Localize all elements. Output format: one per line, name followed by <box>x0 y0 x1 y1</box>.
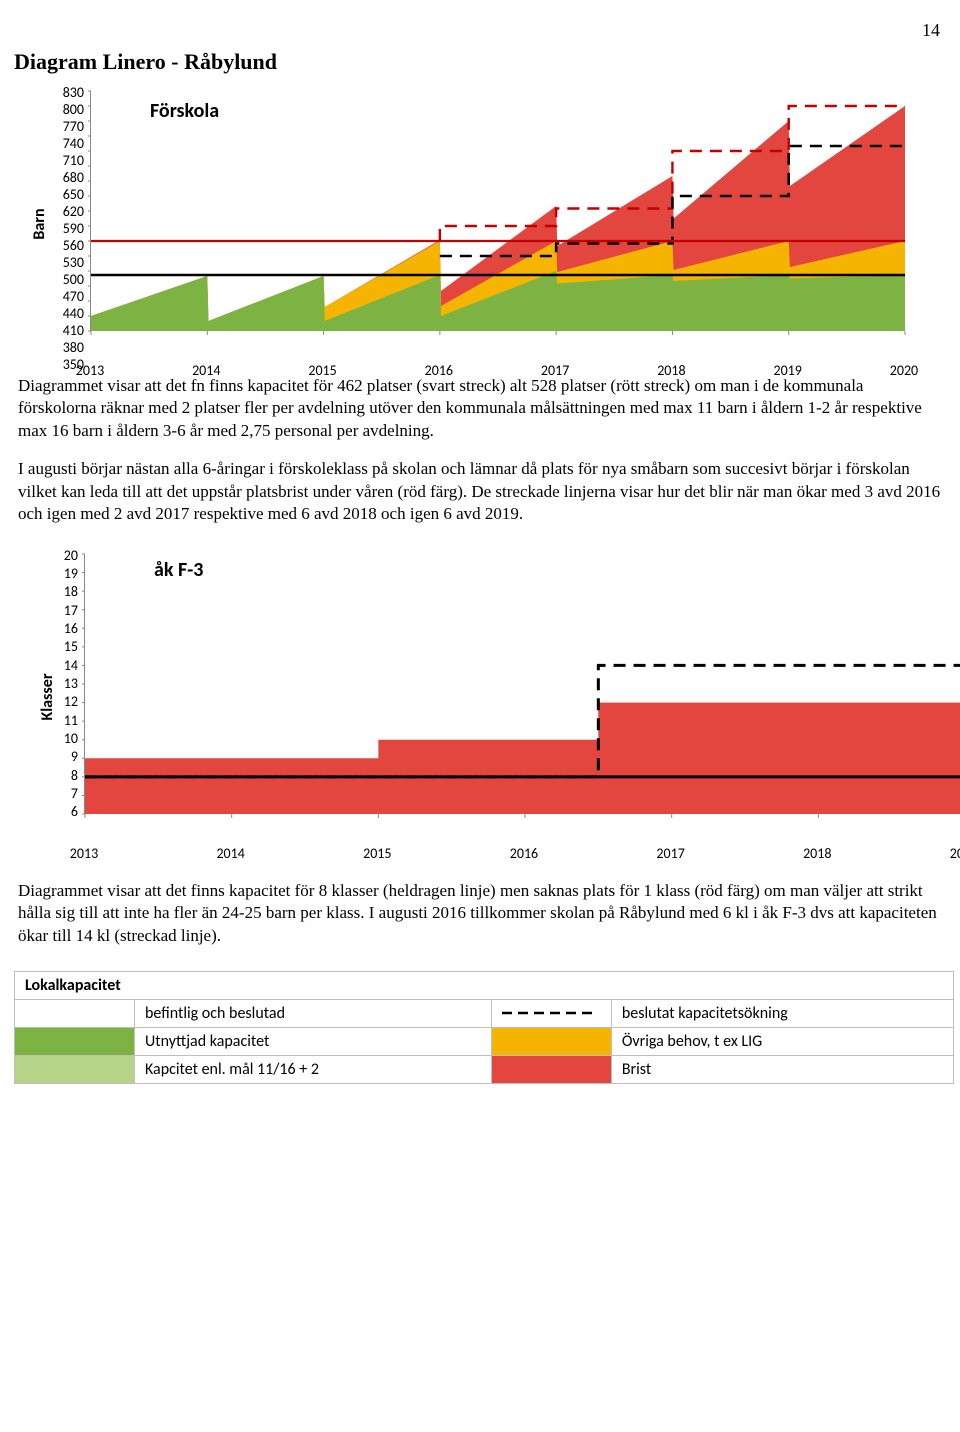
x-tick-label: 2019 <box>944 845 960 862</box>
x-tick-label: 2013 <box>70 362 110 379</box>
legend-row-2: Utnyttjad kapacitet Övriga behov, t ex L… <box>15 1027 954 1055</box>
y-tick-label: 650 <box>44 186 84 203</box>
paragraph-1: Diagrammet visar att det fn finns kapaci… <box>18 375 942 442</box>
legend-swatch-lightgreen <box>15 1055 135 1083</box>
legend-table: Lokalkapacitet befintlig och beslutad be… <box>14 971 954 1084</box>
paragraph-3: Diagrammet visar att det finns kapacitet… <box>18 880 942 947</box>
page-title: Diagram Linero - Råbylund <box>10 49 950 75</box>
y-tick-label: 13 <box>44 675 78 692</box>
y-tick-label: 19 <box>44 565 78 582</box>
y-tick-label: 620 <box>44 203 84 220</box>
y-tick-label: 470 <box>44 288 84 305</box>
x-tick-label: 2020 <box>884 362 924 379</box>
legend-label: beslutat kapacitetsökning <box>611 999 953 1027</box>
y-tick-label: 770 <box>44 118 84 135</box>
y-tick-label: 8 <box>44 767 78 784</box>
x-tick-label: 2018 <box>651 362 691 379</box>
y-tick-label: 740 <box>44 135 84 152</box>
y-tick-label: 20 <box>44 547 78 564</box>
y-tick-label: 10 <box>44 730 78 747</box>
page-number: 14 <box>10 20 950 41</box>
legend-label: Brist <box>611 1055 953 1083</box>
y-tick-label: 530 <box>44 254 84 271</box>
x-tick-label: 2017 <box>535 362 575 379</box>
y-tick-label: 9 <box>44 748 78 765</box>
legend-dash-icon <box>491 999 611 1027</box>
legend-header: Lokalkapacitet <box>15 971 954 999</box>
legend-swatch-blank <box>15 999 135 1027</box>
x-tick-label: 2017 <box>651 845 691 862</box>
y-tick-label: 380 <box>44 339 84 356</box>
x-tick-label: 2015 <box>357 845 397 862</box>
chart-inner-title: åk F-3 <box>154 558 203 582</box>
x-tick-label: 2014 <box>186 362 226 379</box>
x-tick-label: 2014 <box>211 845 251 862</box>
x-tick-label: 2015 <box>303 362 343 379</box>
y-tick-label: 16 <box>44 620 78 637</box>
legend-swatch-yellow <box>491 1027 611 1055</box>
legend-header-row: Lokalkapacitet <box>15 971 954 999</box>
legend-row-1: befintlig och beslutad beslutat kapacite… <box>15 999 954 1027</box>
y-tick-label: 15 <box>44 638 78 655</box>
x-tick-label: 2016 <box>504 845 544 862</box>
y-tick-label: 12 <box>44 693 78 710</box>
y-tick-label: 590 <box>44 220 84 237</box>
legend-label: befintlig och beslutad <box>135 999 492 1027</box>
y-tick-label: 830 <box>44 84 84 101</box>
y-tick-label: 11 <box>44 712 78 729</box>
y-tick-label: 800 <box>44 101 84 118</box>
legend-label: Övriga behov, t ex LIG <box>611 1027 953 1055</box>
y-tick-label: 440 <box>44 305 84 322</box>
klasser-chart: Klasser20191817161514131211109876åk F-32… <box>44 554 960 840</box>
y-tick-label: 500 <box>44 271 84 288</box>
x-tick-label: 2018 <box>797 845 837 862</box>
y-tick-label: 17 <box>44 602 78 619</box>
y-tick-label: 18 <box>44 583 78 600</box>
forskola-chart: Barn830800770740710680650620590560530500… <box>44 91 904 357</box>
y-tick-label: 7 <box>44 785 78 802</box>
x-tick-label: 2019 <box>768 362 808 379</box>
legend-swatch-red <box>491 1055 611 1083</box>
y-tick-label: 410 <box>44 322 84 339</box>
y-tick-label: 14 <box>44 657 78 674</box>
chart-inner-title: Förskola <box>150 99 219 123</box>
y-tick-label: 6 <box>44 803 78 820</box>
x-tick-label: 2016 <box>419 362 459 379</box>
y-tick-label: 710 <box>44 152 84 169</box>
legend-label: Utnyttjad kapacitet <box>135 1027 492 1055</box>
x-tick-label: 2013 <box>64 845 104 862</box>
legend-row-3: Kapcitet enl. mål 11/16 + 2 Brist <box>15 1055 954 1083</box>
y-tick-label: 560 <box>44 237 84 254</box>
paragraph-2: I augusti börjar nästan alla 6-åringar i… <box>18 458 942 525</box>
legend-label: Kapcitet enl. mål 11/16 + 2 <box>135 1055 492 1083</box>
legend-swatch-green <box>15 1027 135 1055</box>
y-tick-label: 680 <box>44 169 84 186</box>
